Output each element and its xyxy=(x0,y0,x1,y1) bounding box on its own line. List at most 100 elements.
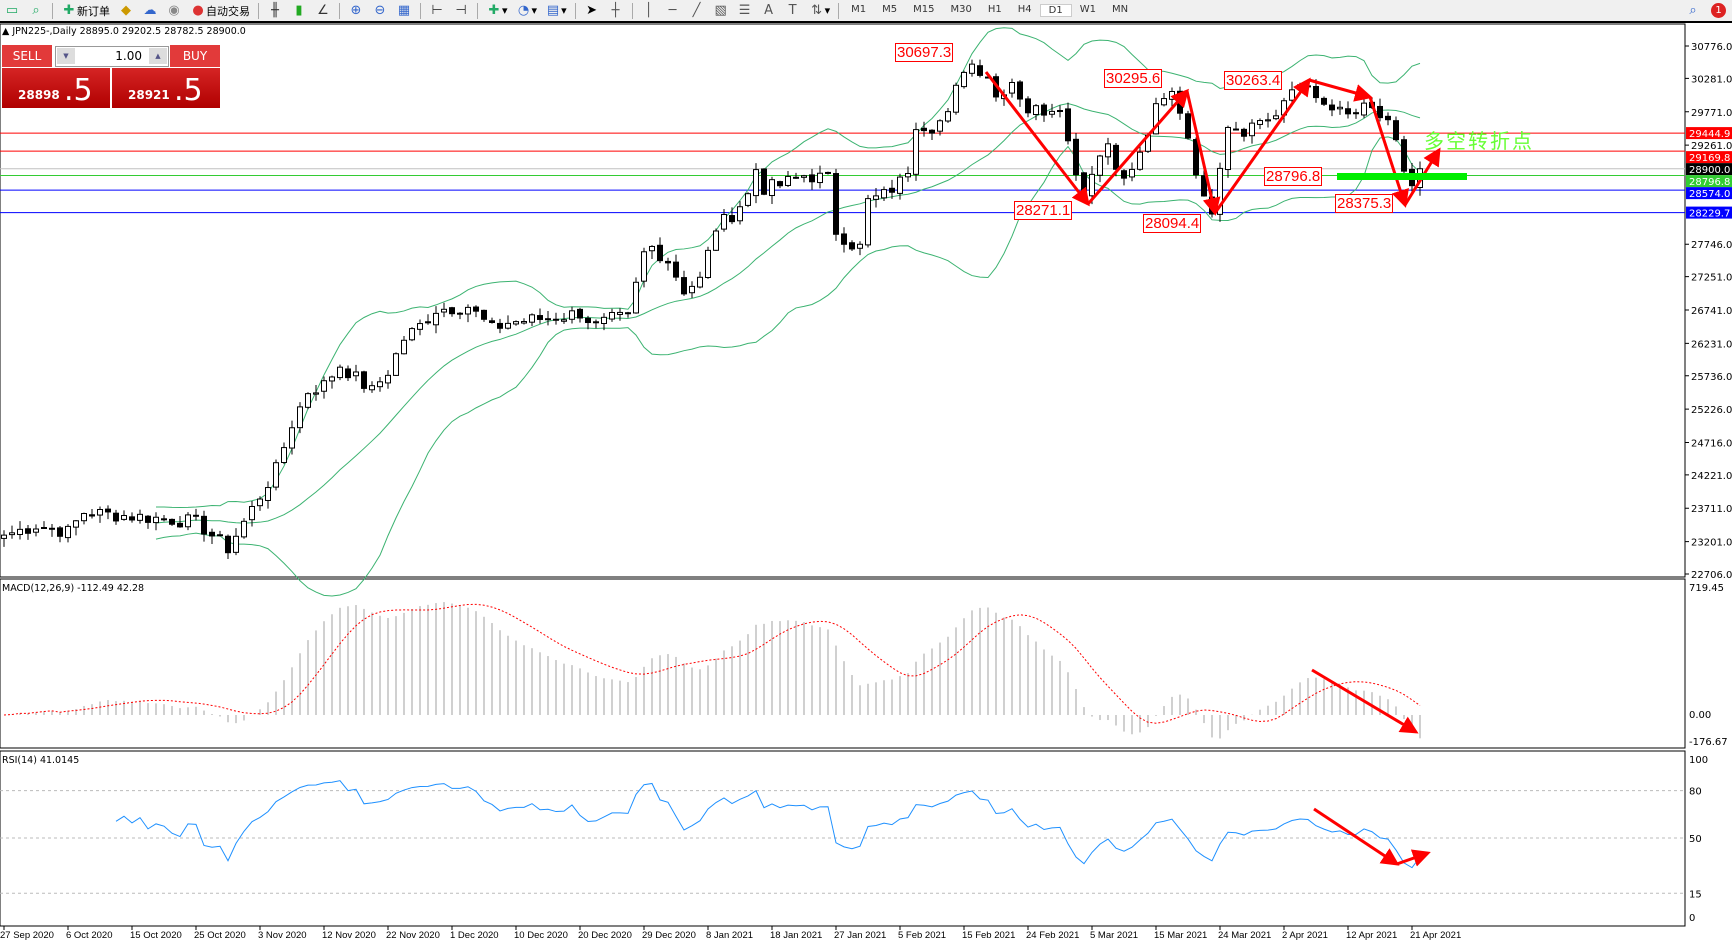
timeframe-h4[interactable]: H4 xyxy=(1017,4,1032,15)
new-order-button[interactable]: ✚ 新订单 xyxy=(57,1,114,21)
price-trend-arrow xyxy=(1368,96,1409,208)
candle xyxy=(777,180,783,189)
tile-windows-button[interactable]: ▦ xyxy=(392,1,416,21)
candle xyxy=(401,336,407,355)
auto-trading-button[interactable]: ● 自动交易 xyxy=(186,1,254,21)
candle-body-bull xyxy=(945,111,951,122)
buy-button[interactable]: BUY xyxy=(170,45,220,67)
crosshair-button[interactable]: ┼ xyxy=(604,1,628,21)
candle-body-bull xyxy=(953,84,959,113)
annotation-high-2[interactable]: 30295.6 xyxy=(1104,69,1163,88)
candle-body-bear xyxy=(457,312,463,315)
candle-body-bull xyxy=(1009,81,1015,94)
annotation-high-3[interactable]: 30263.4 xyxy=(1224,71,1283,90)
candle xyxy=(897,173,903,200)
trendline-button[interactable]: ╱ xyxy=(685,1,709,21)
candle-body-bull xyxy=(281,447,287,463)
rsi-axis-label: 15 xyxy=(1689,889,1702,900)
price-axis-label: 24221.0 xyxy=(1691,471,1732,482)
annotation-low-1[interactable]: 28271.1 xyxy=(1014,201,1073,220)
chart-shift-icon: ⊣ xyxy=(455,2,467,18)
price-axis-label: 22706.0 xyxy=(1691,570,1732,581)
arrows-button[interactable]: ⇅ ▾ xyxy=(805,1,835,21)
autoscroll-button[interactable]: ⊢ xyxy=(425,1,449,21)
fibonacci-button[interactable]: ☰ xyxy=(733,1,757,21)
timeframe-m1[interactable]: M1 xyxy=(851,4,867,15)
candle-body-bear xyxy=(345,368,351,379)
text-label-button[interactable]: T xyxy=(781,1,805,21)
buy-price-button[interactable]: 28921 .5 xyxy=(112,68,220,108)
date-axis-label: 18 Jan 2021 xyxy=(770,930,822,940)
signals-button[interactable]: ◉ xyxy=(162,1,186,21)
candle-body-bull xyxy=(1289,89,1295,101)
candle-body-bull xyxy=(265,487,271,501)
equidistant-channel-button[interactable]: ▧ xyxy=(709,1,733,21)
candle xyxy=(1345,101,1351,119)
timeframe-mn[interactable]: MN xyxy=(1111,4,1129,15)
candle xyxy=(25,525,31,540)
timeframe-bar: M1 M5 M15 M30 H1 H4 D1 W1 MN xyxy=(843,4,1136,17)
candle xyxy=(113,509,119,525)
candle xyxy=(857,241,863,256)
timeframe-h1[interactable]: H1 xyxy=(987,4,1002,15)
candlestick-button[interactable]: ▮ xyxy=(287,1,311,21)
candle-body-bear xyxy=(809,174,815,183)
sell-price-button[interactable]: 28898 .5 xyxy=(2,68,110,108)
notifications-badge[interactable]: 1 xyxy=(1711,3,1726,18)
drawn-arrows[interactable] xyxy=(984,71,1441,867)
lot-decrease-button[interactable]: ▼ xyxy=(57,48,75,64)
history-button[interactable]: ⌕ xyxy=(24,1,48,21)
candle xyxy=(937,119,943,136)
candle-body-bull xyxy=(873,195,879,200)
candle xyxy=(865,194,871,248)
bar-chart-button[interactable]: ╫ xyxy=(263,1,287,21)
timeframe-m15[interactable]: M15 xyxy=(913,4,935,15)
candle-body-bull xyxy=(369,385,375,391)
timeframe-w1[interactable]: W1 xyxy=(1079,4,1096,15)
trend-reversal-callout[interactable]: 多空转折点 xyxy=(1424,129,1534,153)
lot-increase-button[interactable]: ▲ xyxy=(149,48,167,64)
candle-body-bull xyxy=(705,249,711,278)
candle-body-bull xyxy=(1249,122,1255,137)
candle xyxy=(721,208,727,232)
horizontal-line-button[interactable]: ─ xyxy=(661,1,685,21)
candle xyxy=(185,512,191,531)
cloud-button[interactable]: ☁ xyxy=(138,1,162,21)
chart-window-button[interactable]: ▭ xyxy=(0,1,24,21)
line-chart-button[interactable]: ∠ xyxy=(311,1,335,21)
collapse-triangle-icon[interactable]: ▲ xyxy=(2,26,10,37)
fibonacci-icon: ☰ xyxy=(738,2,751,18)
annotation-low-2[interactable]: 28094.4 xyxy=(1143,214,1202,233)
candle-body-bear xyxy=(1193,139,1199,176)
candle xyxy=(681,270,687,296)
annotation-high-1[interactable]: 30697.3 xyxy=(895,43,954,62)
templates-button[interactable]: ▤ ▾ xyxy=(546,2,567,18)
price-axis-label: 23201.0 xyxy=(1691,538,1732,549)
zoom-out-button[interactable]: ⊖ xyxy=(368,1,392,21)
annotation-support[interactable]: 28796.8 xyxy=(1264,167,1323,186)
candle-body-bull xyxy=(745,193,751,206)
search-icon[interactable]: ⌕ xyxy=(1689,2,1697,18)
annotation-low-3[interactable]: 28375.3 xyxy=(1335,194,1394,213)
timeframe-m5[interactable]: M5 xyxy=(882,4,898,15)
sell-button[interactable]: SELL xyxy=(2,45,52,67)
support-zone-bar[interactable] xyxy=(1337,173,1467,180)
cursor-button[interactable]: ➤ xyxy=(580,1,604,21)
timeframe-d1[interactable]: D1 xyxy=(1039,4,1072,17)
candle-body-bear xyxy=(825,171,831,174)
periods-button[interactable]: ◔ ▾ xyxy=(512,1,542,21)
chart-shift-button[interactable]: ⊣ xyxy=(449,1,473,21)
vertical-line-button[interactable]: │ xyxy=(637,1,661,21)
date-axis-label: 25 Oct 2020 xyxy=(194,930,246,940)
indicators-button[interactable]: ✚ ▾ xyxy=(482,1,512,21)
timeframe-m30[interactable]: M30 xyxy=(950,4,972,15)
candle-body-bull xyxy=(1257,120,1263,125)
text-button[interactable]: A xyxy=(757,1,781,21)
candle-body-bear xyxy=(1321,97,1327,105)
metaeditor-button[interactable]: ◆ xyxy=(114,1,138,21)
zoom-in-button[interactable]: ⊕ xyxy=(344,1,368,21)
lot-size-field[interactable]: ▼ 1.00 ▲ xyxy=(55,46,169,67)
macd-axis-label: 0.00 xyxy=(1689,710,1711,721)
candle xyxy=(265,481,271,509)
